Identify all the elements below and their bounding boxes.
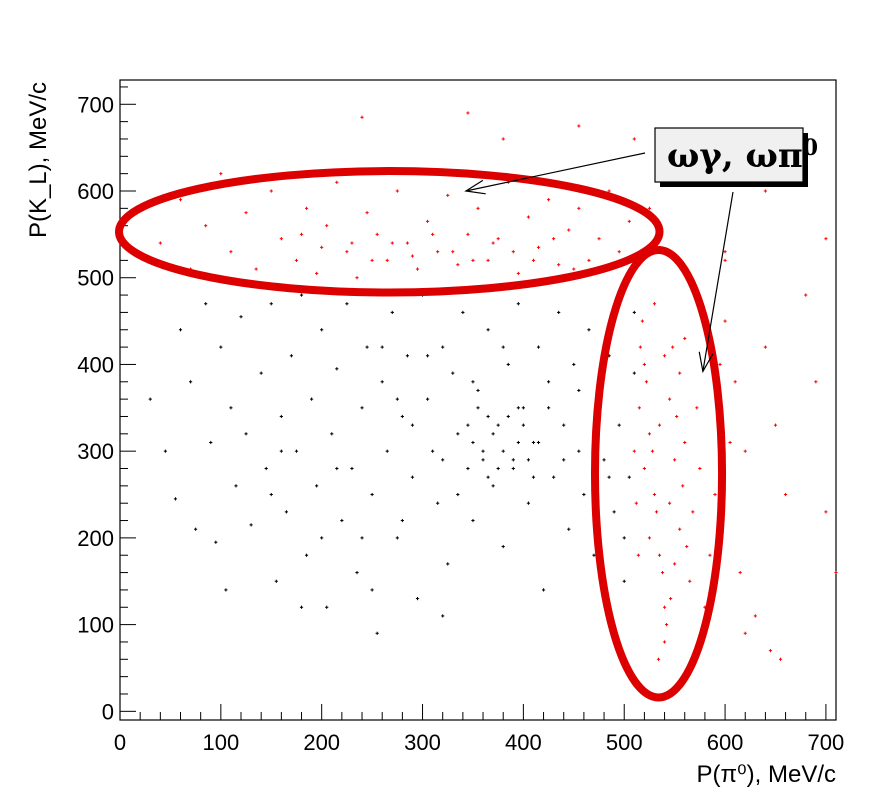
annotation-box bbox=[654, 127, 804, 183]
y-tick-label: 400 bbox=[77, 352, 114, 377]
annotation-arrow bbox=[465, 152, 646, 192]
x-tick-label: 300 bbox=[404, 730, 441, 755]
selection-ellipses bbox=[114, 167, 727, 702]
y-tick-label: 100 bbox=[77, 613, 114, 638]
y-tick-label: 600 bbox=[77, 179, 114, 204]
y-axis-tick-labels: 0 100 200 300 400 500 600 700 bbox=[77, 92, 114, 724]
y-axis-title: P(K_L), MeV/c bbox=[25, 82, 52, 238]
x-tick-label: 200 bbox=[303, 730, 340, 755]
annotation-arrowhead bbox=[464, 179, 486, 195]
annotation-arrow bbox=[702, 191, 734, 372]
selection-ellipse bbox=[114, 167, 664, 297]
x-tick-label: 0 bbox=[114, 730, 126, 755]
annotation: ωγ, ωπ0 bbox=[464, 127, 818, 374]
x-tick-label: 500 bbox=[606, 730, 643, 755]
x-axis-tick-labels: 0 100 200 300 400 500 600 700 bbox=[114, 730, 844, 755]
x-tick-label: 100 bbox=[202, 730, 239, 755]
annotation-label: ωγ, ωπ0 bbox=[667, 135, 818, 176]
x-tick-label: 400 bbox=[505, 730, 542, 755]
y-tick-label: 0 bbox=[102, 699, 114, 724]
annotation-arrowhead bbox=[698, 351, 714, 374]
y-tick-label: 500 bbox=[77, 266, 114, 291]
x-tick-label: 600 bbox=[707, 730, 744, 755]
y-tick-label: 200 bbox=[77, 526, 114, 551]
selection-ellipse bbox=[590, 245, 727, 702]
x-tick-label: 700 bbox=[808, 730, 845, 755]
y-tick-label: 700 bbox=[77, 92, 114, 117]
axis-ticks bbox=[119, 86, 827, 720]
data-points bbox=[148, 111, 838, 661]
y-tick-label: 300 bbox=[77, 439, 114, 464]
annotation-arrows bbox=[464, 152, 734, 374]
x-axis-title: P(π⁰), MeV/c bbox=[696, 761, 836, 788]
